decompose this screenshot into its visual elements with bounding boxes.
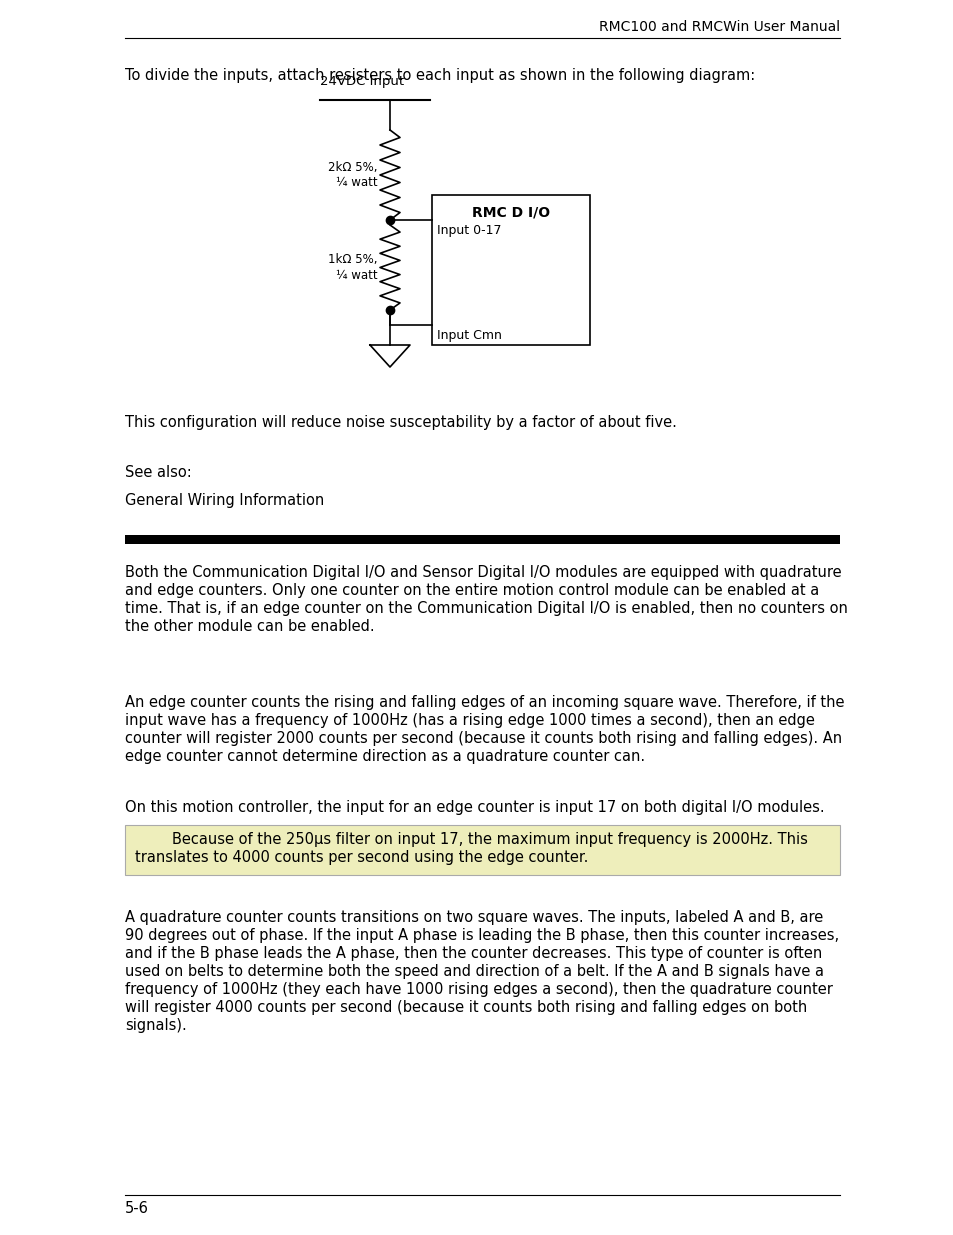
Bar xyxy=(432,195,589,345)
Text: A quadrature counter counts transitions on two square waves. The inputs, labeled: A quadrature counter counts transitions … xyxy=(125,910,822,925)
Text: the other module can be enabled.: the other module can be enabled. xyxy=(125,619,375,634)
Text: ¼ watt: ¼ watt xyxy=(336,177,377,189)
Text: An edge counter counts the rising and falling edges of an incoming square wave. : An edge counter counts the rising and fa… xyxy=(125,695,843,710)
Text: and if the B phase leads the A phase, then the counter decreases. This type of c: and if the B phase leads the A phase, th… xyxy=(125,946,821,961)
Text: signals).: signals). xyxy=(125,1018,187,1032)
Text: General Wiring Information: General Wiring Information xyxy=(125,493,324,508)
Bar xyxy=(125,535,840,543)
Text: 90 degrees out of phase. If the input A phase is leading the B phase, then this : 90 degrees out of phase. If the input A … xyxy=(125,927,839,944)
Text: input wave has a frequency of 1000Hz (has a rising edge 1000 times a second), th: input wave has a frequency of 1000Hz (ha… xyxy=(125,713,814,727)
Bar xyxy=(125,825,840,876)
Text: used on belts to determine both the speed and direction of a belt. If the A and : used on belts to determine both the spee… xyxy=(125,965,823,979)
Text: Input Cmn: Input Cmn xyxy=(436,329,501,342)
Text: and edge counters. Only one counter on the entire motion control module can be e: and edge counters. Only one counter on t… xyxy=(125,583,819,598)
Text: Because of the 250μs filter on input 17, the maximum input frequency is 2000Hz. : Because of the 250μs filter on input 17,… xyxy=(135,832,807,847)
Text: 2kΩ 5%,: 2kΩ 5%, xyxy=(328,161,377,173)
Text: See also:: See also: xyxy=(125,466,192,480)
Text: 5-6: 5-6 xyxy=(125,1200,149,1216)
Text: will register 4000 counts per second (because it counts both rising and falling : will register 4000 counts per second (be… xyxy=(125,1000,806,1015)
Text: Both the Communication Digital I/O and Sensor Digital I/O modules are equipped w: Both the Communication Digital I/O and S… xyxy=(125,564,841,580)
Text: Input 0-17: Input 0-17 xyxy=(436,224,501,237)
Text: counter will register 2000 counts per second (because it counts both rising and : counter will register 2000 counts per se… xyxy=(125,731,841,746)
Text: This configuration will reduce noise susceptability by a factor of about five.: This configuration will reduce noise sus… xyxy=(125,415,677,430)
Text: On this motion controller, the input for an edge counter is input 17 on both dig: On this motion controller, the input for… xyxy=(125,800,823,815)
Text: To divide the inputs, attach resisters to each input as shown in the following d: To divide the inputs, attach resisters t… xyxy=(125,68,755,83)
Text: frequency of 1000Hz (they each have 1000 rising edges a second), then the quadra: frequency of 1000Hz (they each have 1000… xyxy=(125,982,832,997)
Text: RMC D I/O: RMC D I/O xyxy=(472,205,550,219)
Text: time. That is, if an edge counter on the Communication Digital I/O is enabled, t: time. That is, if an edge counter on the… xyxy=(125,601,847,616)
Text: edge counter cannot determine direction as a quadrature counter can.: edge counter cannot determine direction … xyxy=(125,748,644,764)
Text: RMC100 and RMCWin User Manual: RMC100 and RMCWin User Manual xyxy=(598,20,840,35)
Text: 1kΩ 5%,: 1kΩ 5%, xyxy=(328,253,377,266)
Text: ¼ watt: ¼ watt xyxy=(336,269,377,282)
Text: translates to 4000 counts per second using the edge counter.: translates to 4000 counts per second usi… xyxy=(135,850,588,864)
Text: 24VDC Input: 24VDC Input xyxy=(319,75,404,88)
